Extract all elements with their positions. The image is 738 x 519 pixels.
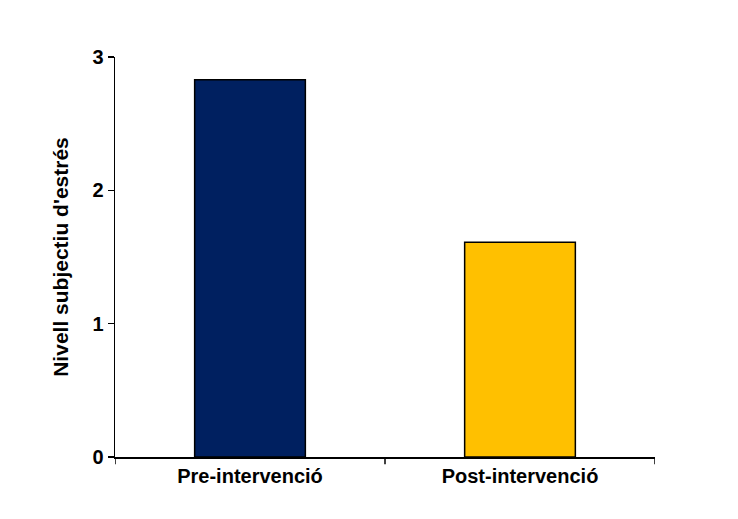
svg-text:1: 1 — [92, 313, 103, 335]
svg-text:Post-intervenció: Post-intervenció — [442, 465, 599, 487]
svg-text:0: 0 — [92, 446, 103, 468]
svg-text:3: 3 — [92, 46, 103, 68]
svg-text:Pre-intervenció: Pre-intervenció — [177, 465, 323, 487]
svg-text:2: 2 — [92, 179, 103, 201]
svg-text:Nivell subjectiu d'estrés: Nivell subjectiu d'estrés — [49, 137, 72, 377]
